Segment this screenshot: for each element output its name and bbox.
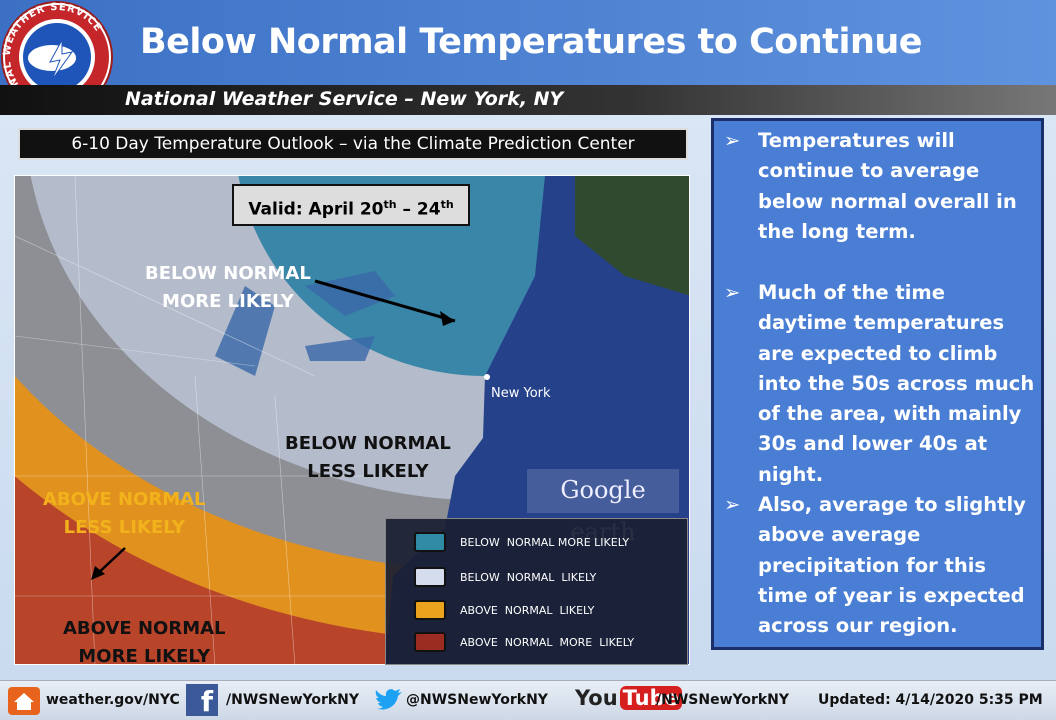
map-title: 6-10 Day Temperature Outlook – via the C… (18, 128, 688, 160)
legend-label: ABOVE NORMAL LIKELY (460, 603, 595, 617)
facebook-link[interactable]: /NWSNewYorkNY (226, 692, 360, 708)
region-line: ABOVE NORMAL (63, 618, 226, 639)
twitter-link[interactable]: @NWSNewYorkNY (406, 692, 548, 708)
updated: Updated: 4/14/2020 5:35 PM (818, 692, 1043, 708)
website-link[interactable]: weather.gov/NYC (46, 692, 180, 708)
region-line: ABOVE NORMAL (43, 489, 206, 510)
facebook-icon[interactable]: f (186, 684, 218, 718)
youtube-link[interactable]: /NWSNewYorkNY (656, 692, 790, 708)
subtitle-band (0, 85, 1056, 115)
legend-swatch (414, 567, 446, 587)
city-label: New York (491, 386, 551, 401)
map: BELOW NORMAL MORE LIKELY BELOW NORMAL LESS… (14, 175, 690, 665)
region-line: MORE LIKELY (162, 291, 294, 312)
watermark: Google earth (527, 469, 679, 546)
region-line: MORE LIKELY (78, 646, 211, 665)
youtube-you: You (575, 686, 618, 710)
legend-label: BELOW NORMAL LIKELY (460, 570, 597, 584)
valid-sup: th (383, 198, 397, 211)
footer (0, 680, 1056, 720)
map-image (15, 176, 689, 664)
legend-swatch (414, 632, 446, 652)
nws-logo: NATIONAL WEATHER SERVICE (1, 1, 113, 113)
region-label: ABOVE NORMAL LESS LIKELY (43, 486, 206, 542)
legend-item: ABOVE NORMAL MORE LIKELY (414, 631, 634, 653)
youtube-logo[interactable]: You Tube (575, 686, 682, 710)
region-line: BELOW NORMAL (285, 433, 451, 454)
bullet-panel: Temperatures will continue to average be… (711, 118, 1044, 650)
region-line: BELOW NORMAL (145, 263, 311, 284)
region-label: BELOW NORMAL MORE LIKELY (145, 260, 311, 316)
valid-sup: th (440, 198, 454, 211)
youtube-tube: Tube (619, 686, 682, 710)
legend-swatch (414, 600, 446, 620)
valid-text: – 24 (396, 199, 441, 220)
legend-item: BELOW NORMAL MORE LIKELY (414, 531, 629, 553)
region-label: ABOVE NORMAL MORE LIKELY (63, 615, 226, 665)
legend-label: BELOW NORMAL MORE LIKELY (460, 535, 630, 549)
subtitle: National Weather Service – New York, NY (125, 88, 564, 110)
legend: BELOW NORMAL MORE LIKELY BELOW NORMAL LIK… (385, 518, 688, 665)
legend-item: ABOVE NORMAL LIKELY (414, 599, 594, 621)
bullet: Much of the time daytime temperatures ar… (724, 278, 1040, 490)
region-line: LESS LIKELY (63, 517, 185, 538)
header-band (0, 0, 1056, 85)
bullet: Temperatures will continue to average be… (724, 126, 1040, 247)
valid-text: Valid: April 20 (248, 199, 384, 220)
bullet: Also, average to slightly above average … (724, 490, 1040, 641)
region-line: LESS LIKELY (307, 461, 429, 482)
legend-swatch (414, 532, 446, 552)
title: Below Normal Temperatures to Continue (140, 22, 923, 62)
legend-label: ABOVE NORMAL MORE LIKELY (460, 635, 635, 649)
home-icon[interactable] (8, 687, 40, 715)
valid-box: Valid: April 20th – 24th (232, 184, 470, 226)
legend-item: BELOW NORMAL LIKELY (414, 566, 596, 588)
region-label: BELOW NORMAL LESS LIKELY (285, 430, 451, 486)
twitter-icon[interactable] (374, 688, 404, 714)
